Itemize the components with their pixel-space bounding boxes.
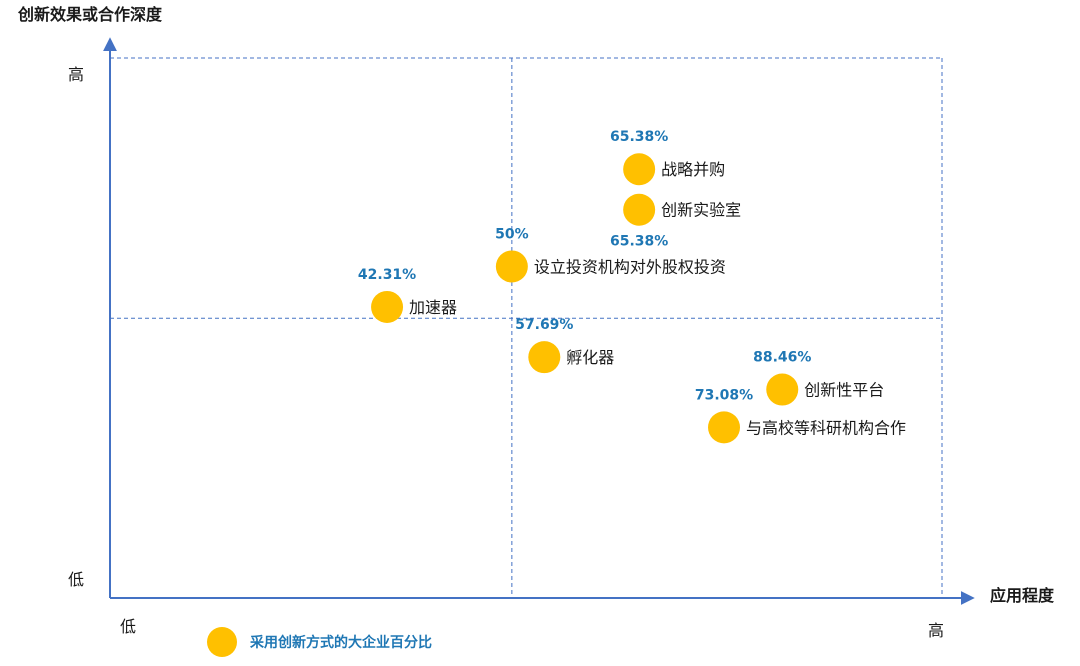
point-label-7: 与高校等科研机构合作 [746,418,906,437]
y-tick-low: 低 [68,570,84,589]
point-label-6: 创新性平台 [804,381,884,400]
point-label-4: 加速器 [409,298,457,317]
point-pct-label-1: 65.38% [610,129,668,145]
point-pct-label-4: 42.31% [358,267,416,283]
y-tick-high: 高 [68,65,84,84]
point-label-3: 设立投资机构对外股权投资 [534,257,726,276]
data-point-3 [495,250,528,283]
point-label-2: 创新实验室 [661,201,741,220]
legend: 采用创新方式的大企业百分比 [207,627,432,657]
y-axis-title: 创新效果或合作深度 [17,5,163,24]
x-axis-title: 应用程度 [990,586,1055,605]
point-label-1: 战略并购 [661,160,725,179]
point-pct-label-3: 50% [495,226,529,242]
point-pct-label-5: 57.69% [515,317,573,333]
data-point-6 [766,373,799,406]
point-pct-label-7: 73.08% [695,387,753,403]
data-point-2 [623,193,656,226]
data-point-1 [623,153,656,186]
data-point-5 [528,341,561,374]
data-points: 战略并购 65.38% 创新实验室 65.38% 设立投资机构对外股权投资 50% 加速器 4… [358,129,906,444]
x-tick-high: 高 [928,621,944,640]
point-pct-label-2: 65.38% [610,234,668,250]
x-tick-low: 低 [120,617,136,636]
legend-marker [207,627,237,657]
point-label-5: 孵化器 [566,348,614,367]
data-point-4 [371,290,404,323]
data-point-7 [708,411,741,444]
point-pct-label-6: 88.46% [753,350,811,366]
plot-frame [110,57,943,598]
legend-label: 采用创新方式的大企业百分比 [249,634,432,651]
